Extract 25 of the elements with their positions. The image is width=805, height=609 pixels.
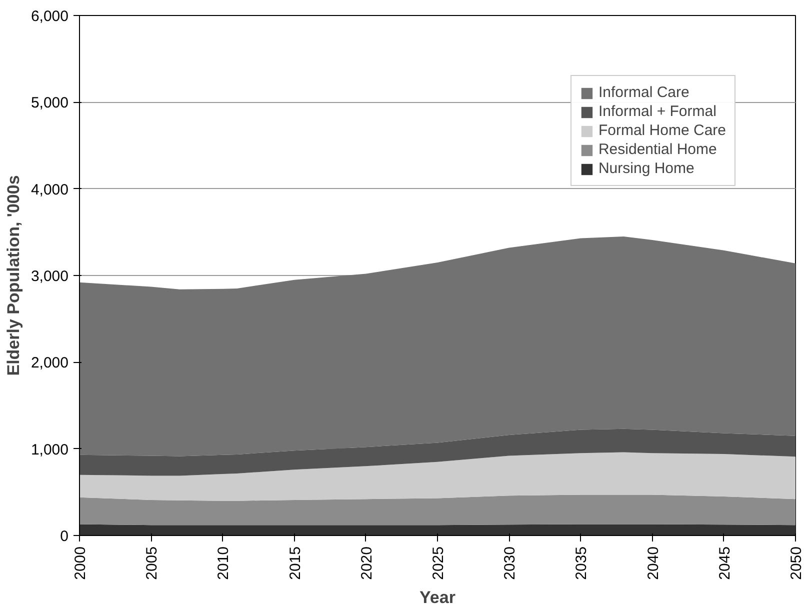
x-axis-title: Year — [420, 588, 456, 607]
y-tick-label: 4,000 — [30, 181, 69, 198]
y-tick-label: 5,000 — [30, 94, 69, 112]
legend-label: Formal Home Care — [598, 122, 726, 139]
y-tick-label: 0 — [60, 528, 68, 545]
x-tick-label: 2045 — [716, 546, 734, 580]
x-tick-label: 2030 — [502, 546, 519, 580]
x-tick-label: 2015 — [286, 546, 304, 580]
x-tick-label: 2020 — [358, 546, 376, 580]
legend-label: Informal + Formal — [598, 103, 716, 120]
y-tick-label: 3,000 — [30, 268, 69, 285]
x-tick-label: 2025 — [430, 546, 447, 580]
legend-label: Nursing Home — [598, 160, 694, 177]
y-tick-label: 1,000 — [30, 441, 69, 458]
y-tick-label: 6,000 — [30, 8, 69, 25]
x-tick-label: 2035 — [573, 546, 590, 580]
x-tick-label: 2000 — [72, 546, 89, 580]
y-tick-label: 2,000 — [30, 354, 69, 372]
x-tick-label: 2005 — [144, 546, 161, 580]
x-tick-label: 2010 — [215, 546, 232, 580]
x-tick-label: 2040 — [644, 546, 662, 580]
legend-label: Informal Care — [598, 84, 690, 101]
y-axis-title: Elderly Population, '000s — [4, 175, 23, 376]
legend-label: Residential Home — [598, 141, 717, 158]
x-tick-label: 2050 — [788, 546, 805, 580]
